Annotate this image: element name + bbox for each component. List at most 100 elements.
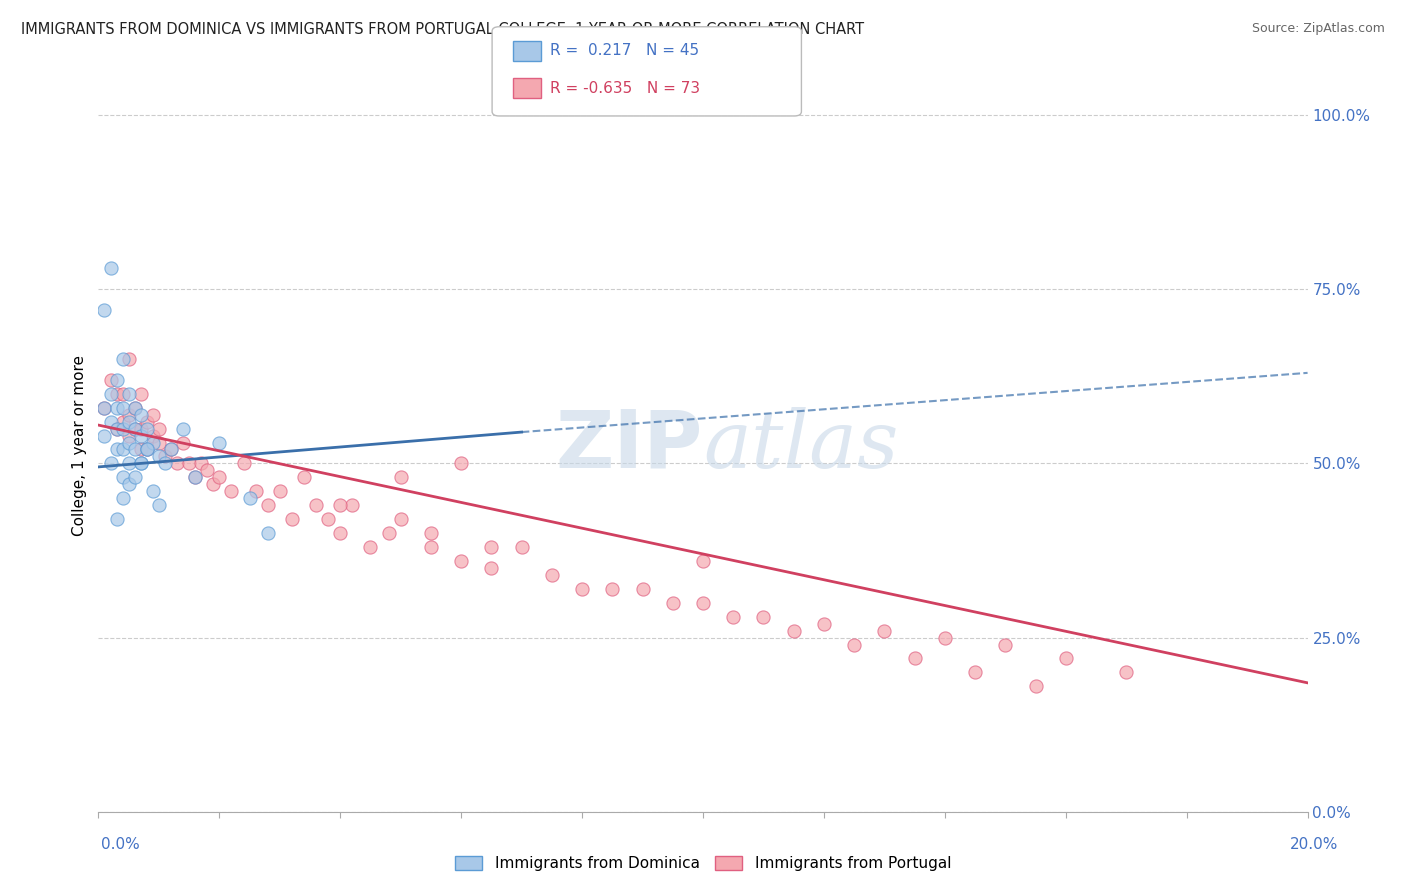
Y-axis label: College, 1 year or more: College, 1 year or more <box>72 356 87 536</box>
Point <box>118 428 141 442</box>
Point <box>305 498 328 512</box>
Point <box>661 596 683 610</box>
Point <box>111 421 134 435</box>
Point <box>256 498 278 512</box>
Point <box>481 540 503 554</box>
Point <box>129 421 152 435</box>
Point <box>571 582 593 596</box>
Point <box>692 554 714 568</box>
Point <box>813 616 835 631</box>
Legend: Immigrants from Dominica, Immigrants from Portugal: Immigrants from Dominica, Immigrants fro… <box>449 850 957 877</box>
Point <box>195 463 218 477</box>
Point <box>135 442 157 457</box>
Point <box>124 401 146 415</box>
Point <box>93 401 115 415</box>
Point <box>111 386 134 401</box>
Point <box>281 512 304 526</box>
Point <box>221 484 243 499</box>
Point <box>118 351 141 366</box>
Point <box>783 624 806 638</box>
Point <box>105 421 128 435</box>
Point <box>420 540 443 554</box>
Point <box>450 457 472 471</box>
Point <box>752 609 775 624</box>
Point <box>245 484 267 499</box>
Point <box>540 567 562 582</box>
Point <box>111 470 134 484</box>
Point <box>631 582 654 596</box>
Point <box>450 554 472 568</box>
Point <box>93 303 115 318</box>
Point <box>1115 665 1137 680</box>
Point <box>723 609 745 624</box>
Point <box>172 421 194 435</box>
Point <box>934 631 956 645</box>
Point <box>190 457 212 471</box>
Point <box>510 540 533 554</box>
Point <box>256 526 278 541</box>
Text: 0.0%: 0.0% <box>101 838 141 852</box>
Point <box>100 457 122 471</box>
Point <box>184 470 207 484</box>
Point <box>184 470 207 484</box>
Point <box>93 401 115 415</box>
Point <box>965 665 987 680</box>
Point <box>124 442 146 457</box>
Point <box>135 442 157 457</box>
Point <box>873 624 896 638</box>
Point <box>232 457 254 471</box>
Point <box>360 540 382 554</box>
Point <box>142 408 165 422</box>
Text: R =  0.217   N = 45: R = 0.217 N = 45 <box>550 44 699 58</box>
Point <box>179 457 201 471</box>
Point <box>118 408 141 422</box>
Point <box>172 435 194 450</box>
Point <box>93 428 115 442</box>
Point <box>994 638 1017 652</box>
Point <box>135 415 157 429</box>
Point <box>844 638 866 652</box>
Point <box>118 457 141 471</box>
Point <box>105 421 128 435</box>
Point <box>420 526 443 541</box>
Point <box>111 415 134 429</box>
Point <box>202 477 225 491</box>
Point <box>105 442 128 457</box>
Point <box>329 498 352 512</box>
Point <box>160 442 183 457</box>
Point <box>111 442 134 457</box>
Point <box>135 421 157 435</box>
Point <box>129 408 152 422</box>
Point <box>148 435 170 450</box>
Point <box>100 373 122 387</box>
Point <box>481 561 503 575</box>
Point <box>292 470 315 484</box>
Text: ZIP: ZIP <box>555 407 703 485</box>
Point <box>602 582 624 596</box>
Point <box>124 421 146 435</box>
Point <box>124 470 146 484</box>
Point <box>316 512 339 526</box>
Text: 20.0%: 20.0% <box>1291 838 1339 852</box>
Point <box>142 484 165 499</box>
Point <box>129 386 152 401</box>
Point <box>148 421 170 435</box>
Point <box>153 450 176 464</box>
Text: R = -0.635   N = 73: R = -0.635 N = 73 <box>550 81 700 95</box>
Point <box>389 470 412 484</box>
Point <box>105 512 128 526</box>
Point <box>129 457 152 471</box>
Point <box>118 415 141 429</box>
Point <box>129 457 152 471</box>
Point <box>111 351 134 366</box>
Point <box>142 428 165 442</box>
Point <box>105 401 128 415</box>
Point <box>118 386 141 401</box>
Point <box>100 386 122 401</box>
Point <box>153 457 176 471</box>
Point <box>129 442 152 457</box>
Point <box>239 491 262 506</box>
Point <box>124 421 146 435</box>
Point <box>118 477 141 491</box>
Point <box>105 373 128 387</box>
